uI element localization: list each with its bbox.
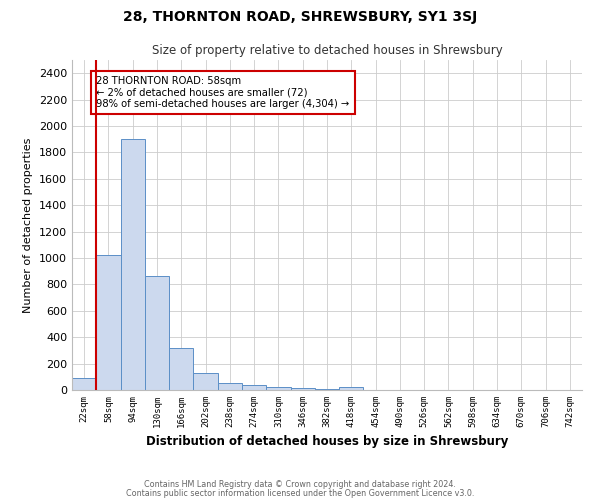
- Text: Contains public sector information licensed under the Open Government Licence v3: Contains public sector information licen…: [126, 488, 474, 498]
- Bar: [96, 256, 121, 390]
- Bar: [315, 388, 339, 390]
- Bar: [169, 348, 193, 390]
- Bar: [339, 388, 364, 390]
- Bar: [121, 139, 145, 390]
- Bar: [242, 386, 266, 390]
- Bar: [72, 378, 96, 390]
- Y-axis label: Number of detached properties: Number of detached properties: [23, 138, 34, 312]
- Bar: [290, 388, 315, 390]
- Bar: [218, 382, 242, 390]
- Text: 28, THORNTON ROAD, SHREWSBURY, SY1 3SJ: 28, THORNTON ROAD, SHREWSBURY, SY1 3SJ: [123, 10, 477, 24]
- Title: Size of property relative to detached houses in Shrewsbury: Size of property relative to detached ho…: [152, 44, 502, 58]
- Text: 28 THORNTON ROAD: 58sqm
← 2% of detached houses are smaller (72)
98% of semi-det: 28 THORNTON ROAD: 58sqm ← 2% of detached…: [96, 76, 350, 109]
- Bar: [145, 276, 169, 390]
- X-axis label: Distribution of detached houses by size in Shrewsbury: Distribution of detached houses by size …: [146, 436, 508, 448]
- Bar: [193, 373, 218, 390]
- Text: Contains HM Land Registry data © Crown copyright and database right 2024.: Contains HM Land Registry data © Crown c…: [144, 480, 456, 489]
- Bar: [266, 386, 290, 390]
